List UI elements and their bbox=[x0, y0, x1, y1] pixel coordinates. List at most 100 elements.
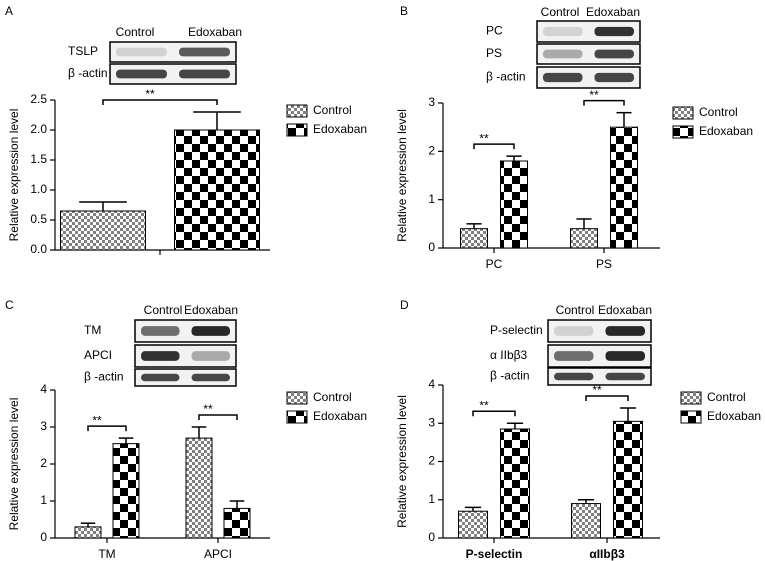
blot-frame bbox=[134, 368, 237, 387]
y-axis-label: Relative expression level bbox=[7, 398, 21, 531]
blot-column-label: Edoxaban bbox=[598, 303, 652, 317]
blot-band bbox=[179, 69, 230, 79]
y-tick-label: 1 bbox=[40, 493, 47, 507]
panel-label: B bbox=[400, 4, 408, 18]
legend-swatch bbox=[680, 391, 702, 405]
blot-frame bbox=[536, 66, 641, 89]
legend-swatch bbox=[680, 410, 702, 424]
panel-label: C bbox=[5, 298, 14, 312]
bar bbox=[458, 510, 488, 539]
blot-band bbox=[554, 372, 594, 381]
blot-band bbox=[191, 326, 230, 336]
blot-column-label: Edoxaban bbox=[586, 5, 640, 19]
y-tick-label: 0 bbox=[40, 530, 47, 544]
blot-band bbox=[554, 326, 594, 336]
y-tick-label: 2.5 bbox=[30, 92, 47, 106]
panel-label: A bbox=[5, 4, 13, 18]
bar bbox=[60, 210, 146, 251]
blot-band bbox=[141, 326, 180, 336]
blot-column-label: Control bbox=[144, 303, 183, 317]
significance-label: ** bbox=[145, 87, 155, 101]
blot-band bbox=[191, 373, 230, 382]
x-tick-label: P-selectin bbox=[466, 547, 523, 561]
blot-frame bbox=[547, 319, 652, 343]
x-tick-label: APCI bbox=[204, 547, 232, 561]
blot-frame bbox=[134, 319, 237, 343]
blot-band bbox=[554, 351, 594, 361]
significance-bracket bbox=[472, 410, 516, 417]
y-tick-label: 1.5 bbox=[30, 152, 47, 166]
bar bbox=[112, 443, 140, 539]
blot-band bbox=[141, 351, 180, 361]
y-axis-label: Relative expression level bbox=[395, 109, 409, 242]
blot-band bbox=[594, 26, 634, 37]
legend-label: Control bbox=[313, 390, 352, 404]
significance-bracket bbox=[198, 414, 238, 420]
bar bbox=[570, 228, 598, 249]
blot-frame bbox=[547, 367, 652, 386]
y-tick-label: 0 bbox=[428, 240, 435, 254]
legend-swatch bbox=[672, 106, 694, 120]
y-axis-label: Relative expression level bbox=[7, 109, 21, 242]
y-tick-label: 4 bbox=[428, 377, 435, 391]
y-axis-label: Relative expression level bbox=[395, 395, 409, 528]
blot-row-label: β -actin bbox=[490, 369, 530, 383]
y-tick-label: 3 bbox=[428, 415, 435, 429]
bar bbox=[174, 129, 260, 251]
legend-label: Edoxaban bbox=[699, 124, 753, 138]
significance-bracket bbox=[102, 99, 218, 105]
legend-label: Edoxaban bbox=[707, 409, 761, 423]
blot-band bbox=[543, 72, 583, 83]
y-tick-label: 2.0 bbox=[30, 122, 47, 136]
legend-label: Edoxaban bbox=[313, 122, 367, 136]
blot-row-label: β -actin bbox=[68, 66, 108, 80]
y-tick-label: 0 bbox=[428, 530, 435, 544]
blot-frame bbox=[109, 41, 237, 63]
blot-row-label: β -actin bbox=[84, 370, 124, 384]
blot-band bbox=[141, 373, 180, 382]
blot-row-label: TSLP bbox=[68, 44, 98, 58]
y-tick-label: 4 bbox=[40, 382, 47, 396]
legend-swatch bbox=[286, 123, 308, 137]
blot-band bbox=[191, 351, 230, 361]
significance-label: ** bbox=[479, 398, 489, 412]
blot-row-label: α IIbβ3 bbox=[490, 348, 528, 362]
blot-row-label: PC bbox=[486, 24, 503, 38]
y-tick-label: 1.0 bbox=[30, 182, 47, 196]
legend-label: Edoxaban bbox=[313, 409, 367, 423]
bar bbox=[460, 228, 488, 249]
blot-band bbox=[605, 351, 645, 361]
y-tick-label: 1 bbox=[428, 192, 435, 206]
y-tick-label: 0.5 bbox=[30, 212, 47, 226]
blot-band bbox=[543, 26, 583, 37]
bar bbox=[223, 507, 251, 539]
significance-label: ** bbox=[479, 131, 489, 145]
blot-band bbox=[116, 47, 167, 57]
blot-frame bbox=[536, 43, 641, 65]
legend-label: Control bbox=[699, 105, 738, 119]
blot-row-label: APCI bbox=[84, 348, 112, 362]
x-tick-label: αIIbβ3 bbox=[589, 547, 625, 561]
bar bbox=[185, 437, 213, 539]
bar bbox=[500, 428, 530, 539]
legend-swatch bbox=[672, 125, 694, 139]
panel-label: D bbox=[400, 298, 409, 312]
significance-bracket bbox=[583, 99, 625, 106]
blot-frame bbox=[109, 63, 237, 85]
y-tick-label: 1 bbox=[428, 492, 435, 506]
blot-band bbox=[605, 326, 645, 336]
significance-bracket bbox=[473, 143, 515, 150]
blot-row-label: TM bbox=[84, 323, 101, 337]
blot-band bbox=[116, 69, 167, 79]
legend-swatch bbox=[286, 391, 308, 405]
legend-label: Control bbox=[313, 103, 352, 117]
legend-swatch bbox=[286, 410, 308, 424]
blot-band bbox=[605, 372, 645, 381]
significance-label: ** bbox=[589, 88, 599, 102]
blot-frame bbox=[547, 344, 652, 368]
y-tick-label: 2 bbox=[428, 144, 435, 158]
significance-bracket bbox=[585, 395, 629, 401]
blot-frame bbox=[134, 344, 237, 368]
y-tick-label: 2 bbox=[428, 454, 435, 468]
blot-column-label: Control bbox=[541, 5, 580, 19]
